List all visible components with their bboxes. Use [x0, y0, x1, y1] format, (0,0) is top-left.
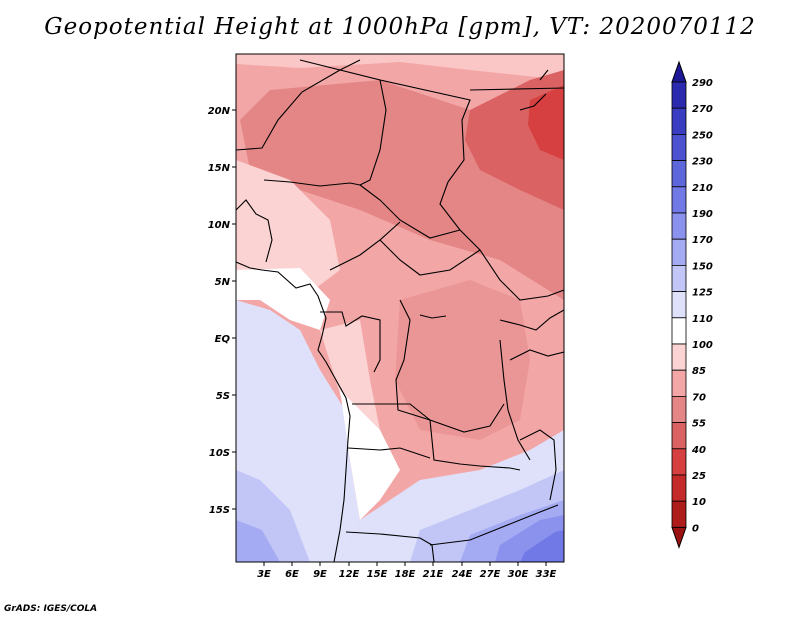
lat-label-15n: 15N [208, 163, 231, 174]
colorbar-level-label: 85 [692, 366, 706, 377]
colorbar-swatch [671, 133, 687, 161]
lon-label-12e: 12E [339, 569, 360, 580]
colorbar-level-label: 190 [692, 209, 713, 220]
longitude-axis: 3E 6E 9E 12E 15E 18E 21E 24E 27E 30E 33E [257, 562, 557, 580]
colorbar-swatch [671, 369, 687, 397]
colorbar-level-label: 25 [692, 471, 706, 482]
colorbar-level-label: 110 [692, 314, 713, 325]
height-field [236, 54, 564, 562]
country-borders [236, 59, 564, 562]
colorbar-level-label: 210 [692, 183, 713, 194]
latitude-axis: 20N 15N 10N 5N EQ 5S 10S 15S [208, 106, 236, 516]
colorbar-arrow-top [671, 60, 687, 83]
lat-label-20n: 20N [208, 106, 231, 117]
plot-frame [235, 53, 565, 563]
lon-label-3e: 3E [257, 569, 271, 580]
colorbar-level-label: 150 [692, 261, 713, 272]
colorbar-swatch [671, 395, 687, 423]
colorbar-arrow-bottom [671, 526, 687, 549]
lon-label-21e: 21E [423, 569, 444, 580]
colorbar-level-label: 290 [692, 78, 713, 89]
colorbar-level-label: 55 [692, 419, 706, 430]
lat-label-10n: 10N [208, 220, 231, 231]
colorbar-swatch [671, 291, 687, 319]
lat-label-5n: 5N [215, 277, 231, 288]
lat-label-10s: 10S [209, 448, 230, 459]
colorbar-level-label: 70 [692, 392, 706, 403]
colorbar-swatch [671, 81, 687, 109]
colorbar-swatch [671, 212, 687, 240]
colorbar-level-label: 170 [692, 235, 713, 246]
lat-label-5s: 5S [216, 391, 230, 402]
lon-label-18e: 18E [395, 569, 416, 580]
colorbar-level-label: 0 [692, 523, 699, 534]
colorbar-swatch [671, 160, 687, 188]
lon-label-6e: 6E [285, 569, 299, 580]
map-title: Geopotential Height at 1000hPa [gpm], VT… [44, 14, 756, 40]
lat-label-eq: EQ [215, 334, 231, 345]
colorbar-swatch [671, 422, 687, 450]
colorbar-swatch [671, 107, 687, 135]
colorbar-swatch [671, 186, 687, 214]
colorbar-level-label: 230 [692, 157, 713, 168]
lon-label-33e: 33E [536, 569, 557, 580]
colorbar-swatch [671, 264, 687, 292]
colorbar-swatch [671, 238, 687, 266]
colorbar-swatch [671, 500, 687, 528]
lon-label-30e: 30E [508, 569, 529, 580]
colorbar-level-label: 250 [692, 130, 713, 141]
colorbar: 2902702502302101901701501251101008570554… [671, 60, 713, 549]
grads-credit: GrADS: IGES/COLA [4, 604, 98, 614]
lon-label-9e: 9E [313, 569, 327, 580]
colorbar-swatch [671, 474, 687, 502]
colorbar-level-label: 40 [691, 445, 706, 456]
colorbar-level-label: 10 [692, 497, 706, 508]
colorbar-swatch [671, 448, 687, 476]
lon-label-27e: 27E [480, 569, 501, 580]
colorbar-level-label: 100 [692, 340, 713, 351]
lon-label-15e: 15E [367, 569, 388, 580]
colorbar-swatch [671, 343, 687, 371]
colorbar-level-label: 270 [692, 104, 713, 115]
colorbar-level-label: 125 [692, 288, 713, 299]
lat-label-15s: 15S [209, 505, 230, 516]
colorbar-swatch [671, 317, 687, 345]
lon-label-24e: 24E [452, 569, 473, 580]
